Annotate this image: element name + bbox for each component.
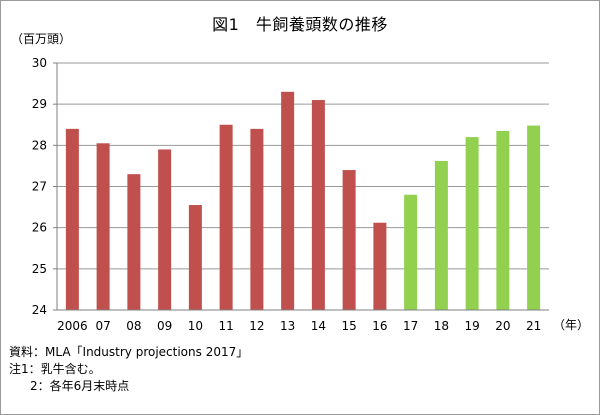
y-tick-label: 26 xyxy=(32,221,47,235)
x-tick-label: 21 xyxy=(526,319,541,333)
bar-10 xyxy=(188,205,202,310)
bar-13 xyxy=(281,91,295,310)
x-tick-label: 18 xyxy=(434,319,449,333)
bar-2006 xyxy=(65,128,79,310)
y-tick-label: 27 xyxy=(32,180,47,194)
x-tick-label: 07 xyxy=(95,319,110,333)
x-tick-label: 15 xyxy=(341,319,356,333)
chart-notes: 資料：MLA「Industry projections 2017」 注1：乳牛含… xyxy=(9,344,248,395)
tick-labels: 24 25 26 27 28 29 30 2006 07 08 09 10 11 12 13 14 15 16 17… xyxy=(32,56,589,333)
bar-18 xyxy=(434,160,448,310)
x-tick-label: 20 xyxy=(495,319,510,333)
note-2: 2：各年6月末時点 xyxy=(30,379,130,393)
x-tick-label: 08 xyxy=(126,319,141,333)
x-tick-label: 17 xyxy=(403,319,418,333)
bar-17 xyxy=(404,194,418,310)
bar-12 xyxy=(250,128,264,310)
source-note: 資料：MLA「Industry projections 2017」 xyxy=(9,345,249,359)
x-tick-label: 12 xyxy=(249,319,264,333)
x-tick-label: 14 xyxy=(311,319,326,333)
bars xyxy=(65,91,541,310)
bar-14 xyxy=(311,100,325,310)
y-tick-label: 30 xyxy=(32,56,47,70)
bar-09 xyxy=(158,149,172,310)
chart-title: 図1 牛飼養頭数の推移 xyxy=(212,15,388,34)
bar-11 xyxy=(219,124,233,310)
bar-20 xyxy=(496,130,510,310)
x-tick-label: 2006 xyxy=(57,319,88,333)
bar-15 xyxy=(342,170,356,310)
x-tick-label: 13 xyxy=(280,319,295,333)
y-axis-unit-label: （百万頭） xyxy=(11,32,72,46)
bar-19 xyxy=(465,137,479,310)
bar-07 xyxy=(96,143,110,310)
bar-08 xyxy=(127,174,141,310)
note-1: 注1：乳牛含む。 xyxy=(9,362,101,376)
axes xyxy=(53,62,549,311)
x-tick-label: 09 xyxy=(157,319,172,333)
x-tick-label: 19 xyxy=(464,319,479,333)
bar-21 xyxy=(527,125,541,310)
y-tick-label: 29 xyxy=(32,97,47,111)
bar-16 xyxy=(373,222,387,310)
x-tick-label: 11 xyxy=(218,319,233,333)
y-tick-label: 24 xyxy=(32,303,47,317)
y-tick-label: 28 xyxy=(32,138,47,152)
x-axis-unit-label: （年） xyxy=(553,318,589,332)
x-tick-label: 10 xyxy=(188,319,203,333)
x-tick-label: 16 xyxy=(372,319,387,333)
y-tick-label: 25 xyxy=(32,262,47,276)
